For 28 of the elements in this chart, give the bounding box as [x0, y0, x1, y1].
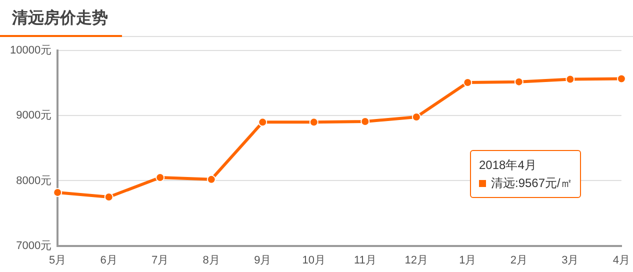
point — [566, 74, 575, 84]
y-tick-label: 8000元 — [16, 174, 52, 187]
point — [309, 118, 318, 127]
x-tick-label: 11月 — [354, 254, 376, 266]
y-tick-label: 10000元 — [10, 44, 52, 57]
annotation: :9567元/㎡ — [515, 175, 572, 192]
point — [616, 74, 626, 84]
x-tick-label: 2月 — [510, 254, 528, 266]
y-tick-label: 9000元 — [16, 110, 52, 122]
chart-title: 清远房价走势 — [12, 8, 108, 29]
point — [514, 77, 524, 86]
point — [258, 118, 268, 127]
x-tick-label: 6月 — [100, 254, 118, 266]
x-tick-label: 9月 — [254, 254, 272, 266]
point — [53, 188, 62, 197]
x-tick-label: 5月 — [49, 254, 66, 266]
legend-label: 清远 — [491, 175, 515, 192]
point — [104, 192, 114, 202]
point — [206, 174, 216, 184]
x-tick-label: 10月 — [302, 254, 326, 266]
x-tick-label: 12月 — [404, 254, 428, 266]
x-tick-label: 8月 — [202, 254, 220, 266]
x-tick-label: 7月 — [152, 254, 169, 266]
y-tick-label: 7000元 — [16, 240, 52, 252]
annotation: 2018年4月 — [479, 157, 536, 174]
x-tick-label: 3月 — [562, 254, 579, 266]
x-tick-label: 1月 — [459, 254, 476, 266]
x-tick-label: 4月 — [612, 254, 630, 266]
